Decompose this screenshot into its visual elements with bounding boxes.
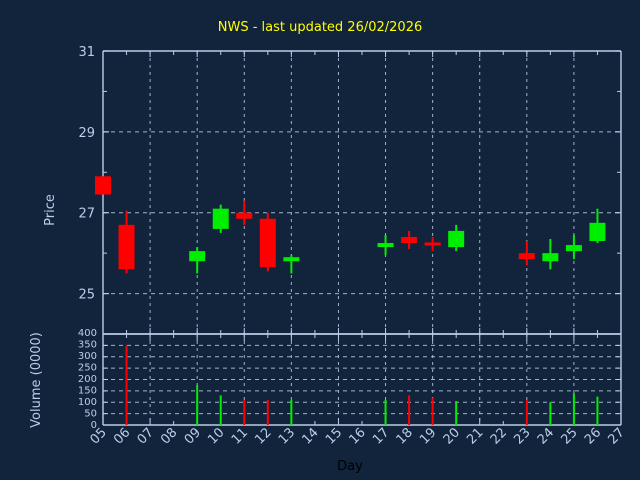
x-tick-label: 12 — [252, 425, 274, 447]
x-tick-label: 25 — [558, 425, 580, 447]
volume-axis-label: Volume (0000) — [29, 332, 44, 428]
price-ytick-label: 31 — [78, 45, 95, 60]
x-axis-label: Day — [337, 459, 363, 474]
x-tick-label: 15 — [323, 425, 345, 447]
volume-ytick-label: 350 — [78, 340, 97, 351]
volume-ytick-label: 400 — [78, 328, 97, 339]
volume-ytick-label: 150 — [78, 386, 97, 397]
x-tick-label: 21 — [464, 425, 486, 447]
x-tick-label: 10 — [205, 425, 227, 447]
candle-body-17 — [377, 243, 394, 248]
x-tick-label: 24 — [535, 425, 557, 447]
x-tick-label: 19 — [417, 425, 439, 447]
x-tick-label: 06 — [111, 425, 133, 447]
volume-ytick-label: 50 — [84, 409, 97, 420]
candle-body-09 — [189, 251, 206, 262]
x-tick-label: 23 — [511, 425, 533, 447]
candle-body-20 — [448, 230, 465, 248]
candle-body-18 — [401, 236, 418, 244]
volume-ytick-label: 100 — [78, 397, 97, 408]
x-tick-label: 26 — [582, 425, 604, 447]
candle-body-06 — [118, 224, 135, 270]
price-ytick-label: 29 — [78, 126, 95, 141]
x-tick-label: 07 — [135, 425, 157, 447]
chart-title: NWS - last updated 26/02/2026 — [218, 20, 422, 35]
x-tick-label: 18 — [394, 425, 416, 447]
candle-body-23 — [518, 253, 535, 260]
x-tick-label: 08 — [158, 425, 180, 447]
candle-body-12 — [259, 218, 276, 268]
candle-body-25 — [565, 245, 582, 252]
x-tick-label: 13 — [276, 425, 298, 447]
volume-ytick-label: 0 — [91, 420, 97, 431]
candle-body-11 — [236, 212, 253, 219]
x-tick-label: 09 — [182, 425, 204, 447]
x-tick-label: 20 — [441, 425, 463, 447]
candle-body-26 — [589, 222, 606, 242]
candle-body-24 — [542, 253, 559, 262]
candle-body-13 — [283, 257, 300, 262]
price-axis-label: Price — [43, 194, 58, 226]
x-tick-label: 27 — [606, 425, 628, 447]
volume-ytick-label: 250 — [78, 363, 97, 374]
volume-ytick-label: 200 — [78, 374, 97, 385]
volume-ytick-label: 300 — [78, 351, 97, 362]
price-ytick-label: 25 — [78, 288, 95, 303]
x-tick-label: 22 — [488, 425, 510, 447]
price-ytick-label: 27 — [78, 207, 95, 222]
x-tick-label: 14 — [299, 425, 321, 447]
x-tick-label: 11 — [229, 425, 251, 447]
x-tick-label: 17 — [370, 425, 392, 447]
candle-body-05 — [95, 176, 111, 195]
candle-body-10 — [212, 208, 229, 229]
x-tick-label: 16 — [347, 425, 369, 447]
